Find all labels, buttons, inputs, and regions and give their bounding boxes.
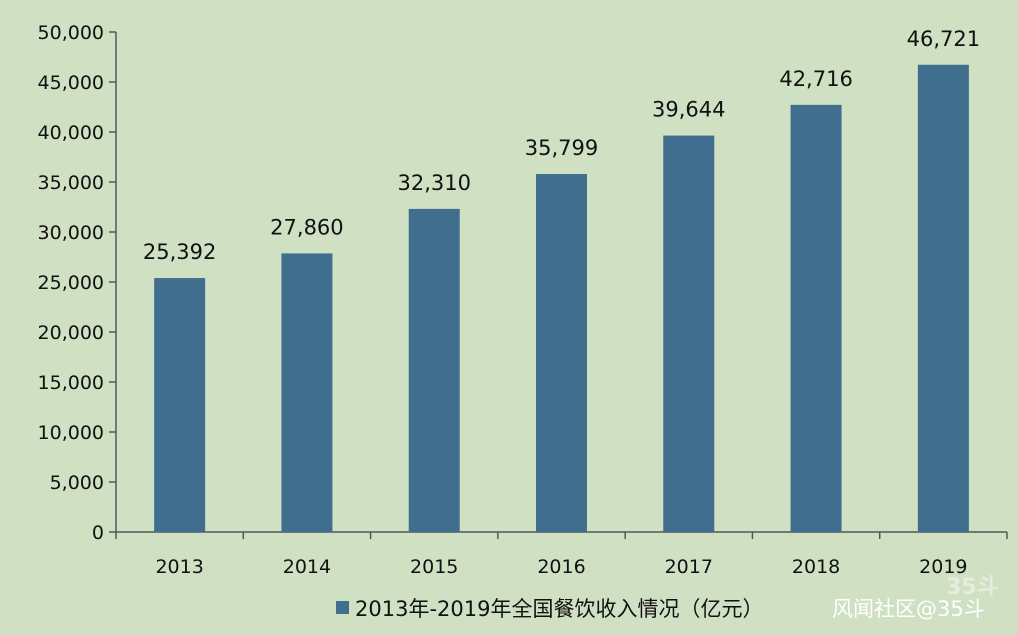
y-tick-label: 40,000: [38, 122, 104, 144]
x-tick-label: 2017: [665, 556, 713, 578]
axes: [109, 31, 1008, 539]
x-tick-label: 2019: [919, 556, 967, 578]
bar: [536, 174, 587, 532]
bars: [154, 64, 969, 532]
y-tick-label: 5,000: [50, 472, 104, 494]
bar: [790, 104, 842, 532]
bar: [917, 64, 969, 532]
data-label: 42,716: [779, 67, 852, 91]
labels: 0 5,000 10,000 15,000 20,000 25,000 30,000 35,0…: [38, 22, 981, 578]
x-tick-label: 2016: [537, 556, 585, 578]
watermark: 35斗 风闻社区@35斗: [832, 575, 999, 621]
corner-mark: 35斗: [946, 575, 999, 600]
x-tick-label: 2013: [155, 556, 203, 578]
data-label: 39,644: [652, 98, 725, 122]
y-tick-label: 20,000: [38, 322, 104, 344]
watermark-text: 风闻社区@35斗: [832, 597, 985, 621]
data-label: 32,310: [397, 171, 470, 195]
y-tick-label: 0: [92, 522, 104, 544]
data-label: 25,392: [143, 240, 216, 264]
y-tick-label: 25,000: [38, 272, 104, 294]
x-tick-label: 2018: [792, 556, 840, 578]
bar: [663, 135, 715, 532]
data-label: 46,721: [907, 27, 980, 51]
legend: 2013年-2019年全国餐饮收入情况（亿元）: [336, 597, 763, 621]
data-label: 27,860: [270, 215, 343, 239]
x-tick-label: 2014: [283, 556, 331, 578]
bar: [281, 253, 333, 532]
y-tick-label: 10,000: [38, 422, 104, 444]
legend-swatch: [336, 601, 349, 614]
y-tick-label: 35,000: [38, 172, 104, 194]
y-tick-label: 45,000: [38, 72, 104, 94]
legend-label: 2013年-2019年全国餐饮收入情况（亿元）: [355, 597, 763, 621]
bar: [408, 208, 460, 532]
y-tick-label: 30,000: [38, 222, 104, 244]
y-tick-label: 50,000: [38, 22, 104, 44]
x-tick-label: 2015: [410, 556, 458, 578]
bar: [154, 278, 206, 532]
data-label: 35,799: [525, 136, 598, 160]
y-tick-label: 15,000: [38, 372, 104, 394]
